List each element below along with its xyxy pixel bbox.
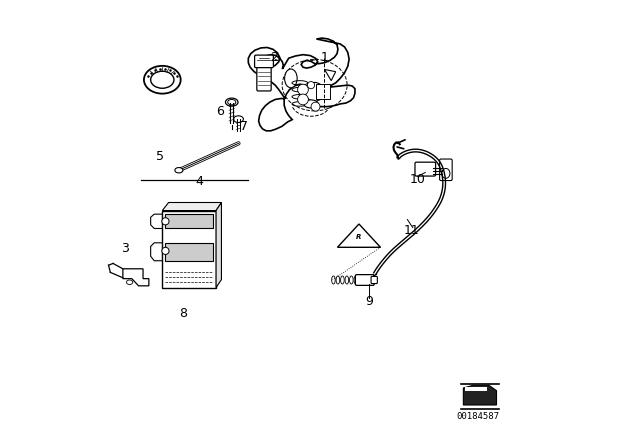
Text: 1: 1 (321, 51, 328, 64)
Polygon shape (150, 243, 163, 261)
Ellipse shape (285, 69, 297, 88)
Text: 8: 8 (179, 307, 188, 320)
Text: 11: 11 (404, 224, 420, 237)
Ellipse shape (298, 84, 308, 95)
Text: 00184587: 00184587 (456, 412, 499, 421)
Ellipse shape (304, 100, 318, 108)
Ellipse shape (442, 168, 450, 178)
FancyBboxPatch shape (257, 64, 271, 91)
FancyBboxPatch shape (440, 159, 452, 181)
Polygon shape (123, 269, 149, 286)
Polygon shape (165, 214, 213, 228)
Text: R: R (356, 234, 362, 241)
Polygon shape (465, 387, 486, 391)
Text: 9: 9 (365, 294, 373, 308)
Ellipse shape (305, 82, 324, 101)
Polygon shape (165, 243, 213, 261)
FancyBboxPatch shape (355, 275, 374, 285)
Ellipse shape (228, 99, 236, 105)
Polygon shape (163, 211, 216, 288)
Polygon shape (248, 38, 355, 131)
FancyBboxPatch shape (415, 162, 436, 176)
Text: 10: 10 (410, 172, 426, 186)
Polygon shape (337, 224, 380, 247)
FancyBboxPatch shape (371, 276, 378, 284)
Ellipse shape (307, 82, 315, 89)
FancyBboxPatch shape (316, 84, 330, 99)
Polygon shape (324, 69, 336, 81)
Polygon shape (150, 214, 163, 228)
Text: 7: 7 (240, 120, 248, 133)
Polygon shape (463, 385, 497, 405)
Ellipse shape (298, 94, 308, 105)
FancyBboxPatch shape (255, 55, 273, 68)
Ellipse shape (144, 66, 180, 94)
Ellipse shape (234, 116, 243, 123)
Ellipse shape (225, 98, 238, 106)
Text: 2: 2 (270, 51, 278, 64)
Text: 3: 3 (121, 242, 129, 255)
Polygon shape (163, 202, 221, 211)
Ellipse shape (311, 102, 320, 111)
Ellipse shape (175, 168, 183, 173)
Text: 4: 4 (195, 175, 203, 188)
Ellipse shape (162, 247, 169, 254)
Polygon shape (216, 202, 221, 288)
Ellipse shape (162, 218, 169, 225)
Text: 5: 5 (156, 150, 164, 164)
Ellipse shape (127, 280, 132, 284)
Text: 6: 6 (216, 104, 225, 118)
Ellipse shape (150, 71, 174, 88)
